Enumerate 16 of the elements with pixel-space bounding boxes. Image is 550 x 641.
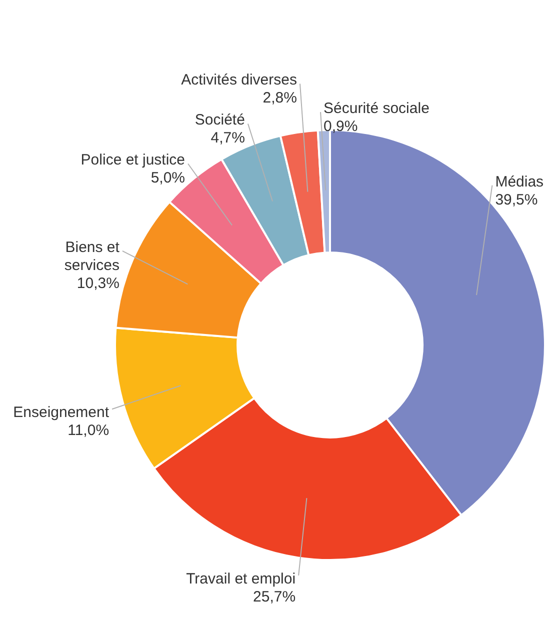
slice-label: Activités diverses	[181, 72, 297, 89]
slice-label: Police et justice	[80, 152, 186, 169]
slice-label: Biens et services	[64, 238, 120, 274]
slice-label: Sécurité sociale	[324, 100, 430, 118]
data-label: 10,3%	[76, 274, 120, 292]
data-label: 4,7%	[210, 130, 245, 147]
data-label: 2,8%	[262, 90, 297, 107]
data-label: 25,7%	[253, 588, 296, 606]
data-label: 11,0%	[68, 422, 110, 440]
data-label: 0,9%	[324, 118, 358, 136]
slice-label: Médias	[495, 173, 544, 190]
slice-label: Travail et emploi	[186, 570, 296, 588]
slice-label: Société	[194, 112, 245, 129]
slice-label: Enseignement	[13, 404, 110, 422]
data-label: 39,5%	[495, 191, 538, 208]
data-label: 5,0%	[150, 170, 186, 187]
